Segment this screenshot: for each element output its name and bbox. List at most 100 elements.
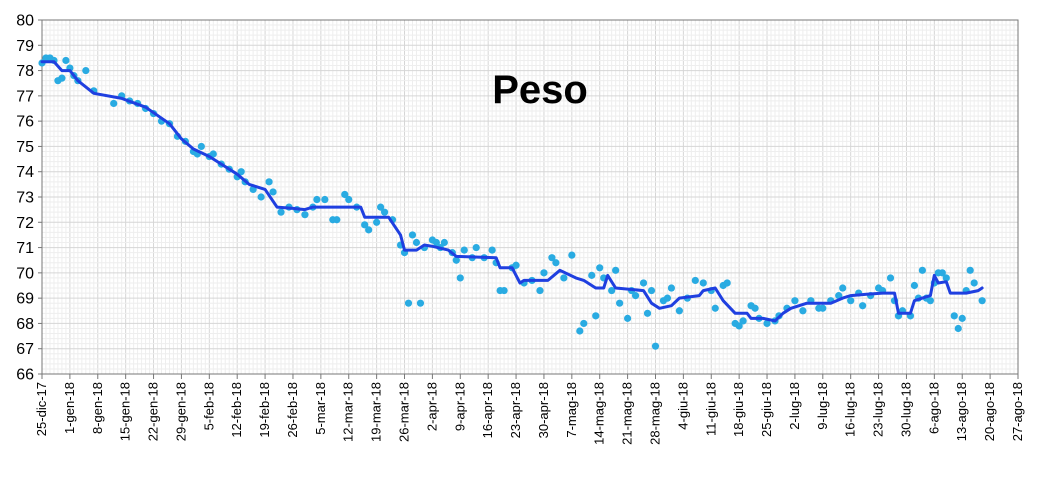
data-point bbox=[512, 261, 520, 269]
trend-line bbox=[40, 60, 984, 323]
data-point bbox=[651, 342, 660, 350]
x-tick-label: 14-mag-18 bbox=[592, 382, 607, 445]
data-point bbox=[839, 284, 847, 292]
data-point bbox=[739, 317, 747, 325]
data-point bbox=[675, 307, 683, 315]
data-point bbox=[699, 279, 707, 287]
data-point bbox=[663, 294, 672, 302]
data-point bbox=[612, 266, 620, 274]
x-tick-label: 7-mag-18 bbox=[564, 382, 579, 438]
data-point bbox=[596, 264, 604, 272]
data-point bbox=[460, 246, 468, 254]
data-point bbox=[938, 269, 946, 277]
data-point bbox=[552, 259, 560, 267]
data-point bbox=[197, 142, 205, 151]
data-point bbox=[691, 276, 699, 285]
x-tick-label: 12-mar-18 bbox=[341, 382, 356, 442]
x-tick-label: 8-gen-18 bbox=[90, 382, 105, 434]
data-point bbox=[548, 254, 556, 262]
x-tick-label: 2-apr-18 bbox=[424, 382, 439, 431]
x-tick-label: 2-lug-18 bbox=[787, 382, 802, 430]
data-point bbox=[859, 302, 867, 310]
data-point bbox=[377, 203, 385, 211]
data-point bbox=[950, 312, 958, 320]
data-point bbox=[918, 266, 926, 274]
data-point bbox=[540, 269, 548, 277]
data-point bbox=[313, 195, 321, 204]
data-point bbox=[345, 195, 353, 204]
x-tick-label: 15-gen-18 bbox=[118, 382, 133, 441]
data-point bbox=[978, 297, 986, 305]
y-tick-label: 69 bbox=[16, 291, 34, 308]
data-point bbox=[711, 304, 719, 312]
y-tick-label: 72 bbox=[16, 215, 34, 232]
y-tick-label: 76 bbox=[16, 114, 34, 131]
data-point bbox=[365, 226, 373, 234]
data-point bbox=[631, 292, 640, 300]
data-point bbox=[560, 274, 568, 282]
data-point bbox=[237, 168, 245, 176]
data-point bbox=[847, 297, 855, 305]
data-point bbox=[404, 299, 413, 307]
x-tick-label: 9-apr-18 bbox=[452, 382, 467, 431]
data-point bbox=[408, 231, 417, 239]
data-point bbox=[647, 286, 656, 295]
x-tick-label: 12-feb-18 bbox=[229, 382, 244, 438]
x-tick-label: 6-ago-18 bbox=[926, 382, 941, 434]
x-tick-label: 26-mar-18 bbox=[397, 382, 412, 442]
x-tick-label: 9-lug-18 bbox=[815, 382, 830, 430]
data-point bbox=[82, 66, 90, 75]
data-point bbox=[723, 279, 731, 287]
data-point bbox=[791, 297, 799, 305]
data-point bbox=[886, 274, 895, 282]
x-tick-label: 21-mag-18 bbox=[620, 382, 635, 445]
chart-title: Peso bbox=[492, 68, 588, 112]
data-point bbox=[966, 266, 974, 274]
x-axis-ticks: 25-dic-17 1-gen-18 8-gen-18 15-gen-18 22-gen… bbox=[34, 374, 1025, 445]
x-tick-label: 19-mar-18 bbox=[369, 382, 384, 442]
data-point bbox=[592, 312, 600, 320]
data-point bbox=[954, 324, 962, 333]
data-point bbox=[926, 297, 934, 305]
data-point bbox=[588, 271, 596, 279]
trend-line-path bbox=[40, 60, 984, 323]
x-tick-label: 4-giu-18 bbox=[675, 382, 690, 430]
x-tick-label: 23-apr-18 bbox=[508, 382, 523, 438]
data-point bbox=[576, 327, 584, 335]
data-point bbox=[456, 274, 464, 282]
data-point bbox=[265, 178, 273, 186]
x-tick-label: 30-lug-18 bbox=[898, 382, 913, 437]
x-tick-label: 1-gen-18 bbox=[62, 382, 77, 434]
data-point bbox=[452, 256, 460, 264]
y-tick-label: 80 bbox=[16, 13, 34, 30]
x-tick-label: 25-dic-17 bbox=[34, 382, 49, 436]
y-axis-ticks: 66 67 68 69 70 71 72 73 74 75 76 77 78 79 80 bbox=[16, 13, 42, 384]
x-tick-label: 28-mag-18 bbox=[647, 382, 662, 445]
data-point bbox=[667, 284, 676, 292]
x-tick-label: 5-mar-18 bbox=[313, 382, 328, 435]
x-tick-label: 30-apr-18 bbox=[536, 382, 551, 438]
data-point bbox=[580, 319, 588, 328]
y-tick-label: 71 bbox=[16, 240, 34, 257]
x-tick-label: 19-feb-18 bbox=[257, 382, 272, 438]
data-point bbox=[472, 243, 480, 252]
x-tick-label: 5-feb-18 bbox=[201, 382, 216, 430]
data-point bbox=[536, 286, 544, 295]
y-tick-label: 74 bbox=[16, 164, 34, 181]
x-tick-label: 16-apr-18 bbox=[480, 382, 495, 438]
x-tick-label: 22-gen-18 bbox=[146, 382, 161, 441]
y-tick-label: 75 bbox=[16, 139, 34, 156]
x-tick-label: 13-ago-18 bbox=[954, 382, 969, 441]
y-tick-label: 66 bbox=[16, 367, 34, 384]
data-point bbox=[412, 238, 421, 247]
data-point bbox=[440, 238, 448, 247]
data-point bbox=[432, 238, 440, 247]
data-point bbox=[763, 319, 771, 328]
x-tick-label: 11-giu-18 bbox=[703, 382, 718, 436]
x-tick-label: 16-lug-18 bbox=[843, 382, 858, 437]
y-tick-label: 78 bbox=[16, 63, 34, 80]
data-point bbox=[488, 246, 496, 254]
y-tick-label: 79 bbox=[16, 38, 34, 55]
data-point bbox=[910, 281, 919, 290]
